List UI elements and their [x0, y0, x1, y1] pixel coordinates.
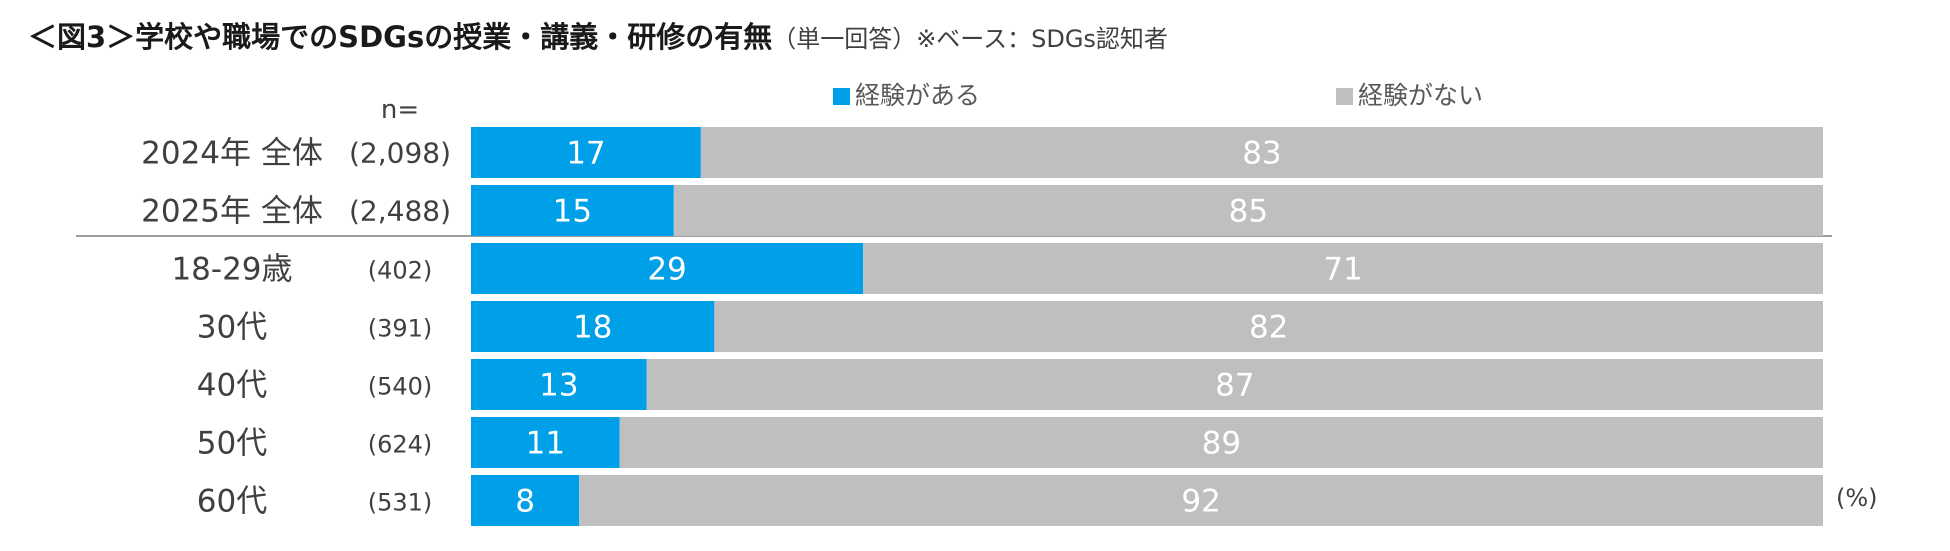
bar-experienced — [471, 127, 701, 178]
category-label: 2025年 全体 — [141, 194, 323, 230]
bar-experienced — [471, 301, 715, 352]
chart-row: 2024年 全体 (2,098) 17 83 — [141, 127, 1823, 178]
legend-swatch-2 — [1336, 88, 1353, 105]
n-count-label: (531) — [368, 489, 433, 517]
data-label: 82 — [1249, 310, 1288, 346]
unit-label: (%) — [1836, 484, 1878, 512]
category-label: 2024年 全体 — [141, 136, 323, 172]
bar-not-experienced — [619, 417, 1823, 468]
category-label: 50代 — [197, 426, 267, 462]
chart-title-note: （単一回答）※ベース：SDGs認知者 — [772, 25, 1168, 53]
data-label: 29 — [647, 252, 686, 288]
bar-experienced — [471, 417, 620, 468]
bar-not-experienced — [700, 127, 1823, 178]
chart-row: 2025年 全体 (2,488) 15 85 — [141, 185, 1823, 236]
category-label: 60代 — [197, 484, 267, 520]
bar-experienced — [471, 243, 864, 294]
chart-title-main: ＜図3＞学校や職場でのSDGsの授業・講義・研修の有無 — [28, 20, 773, 54]
data-label: 13 — [539, 368, 578, 404]
data-label: 17 — [566, 136, 605, 172]
n-count-label: (2,488) — [349, 195, 451, 228]
bar-not-experienced — [579, 475, 1824, 526]
chart-row: 40代 (540) 13 87 — [197, 359, 1823, 410]
legend-label-1: 経験がある — [855, 81, 980, 110]
bar-experienced — [471, 359, 647, 410]
legend-swatch-1 — [833, 88, 850, 105]
chart-row: 60代 (531) 8 92 — [197, 475, 1824, 526]
bar-not-experienced — [863, 243, 1823, 294]
bar-not-experienced — [673, 185, 1823, 236]
n-count-label: (624) — [368, 431, 433, 459]
category-label: 40代 — [197, 368, 267, 404]
bar-not-experienced — [714, 301, 1823, 352]
category-label: 30代 — [197, 310, 267, 346]
data-label: 18 — [573, 310, 612, 346]
data-label: 89 — [1202, 426, 1241, 462]
chart-title: ＜図3＞学校や職場でのSDGsの授業・講義・研修の有無（単一回答）※ベース：SD… — [28, 14, 1168, 56]
bar-experienced — [471, 185, 674, 236]
data-label: 83 — [1242, 136, 1281, 172]
data-label: 15 — [553, 194, 592, 230]
data-label: 87 — [1215, 368, 1254, 404]
chart-rows: 2024年 全体 (2,098) 17 83 2025年 全体 (2,488) 15 85 18… — [141, 127, 1824, 526]
legend: 経験がある 経験がない — [833, 81, 1483, 110]
chart-row: 18-29歳 (402) 29 71 — [171, 243, 1823, 294]
n-header: n= — [381, 95, 419, 125]
bar-experienced — [471, 475, 580, 526]
legend-label-2: 経験がない — [1358, 81, 1483, 110]
data-label: 85 — [1229, 194, 1268, 230]
n-count-label: (540) — [368, 373, 433, 401]
n-count-label: (2,098) — [349, 137, 451, 170]
category-label: 18-29歳 — [171, 252, 292, 288]
bar-not-experienced — [646, 359, 1823, 410]
n-count-label: (391) — [368, 315, 433, 343]
chart-row: 30代 (391) 18 82 — [197, 301, 1823, 352]
data-label: 92 — [1181, 484, 1220, 520]
data-label: 8 — [515, 484, 535, 520]
data-label: 11 — [526, 426, 565, 462]
data-label: 71 — [1323, 252, 1362, 288]
chart-row: 50代 (624) 11 89 — [197, 417, 1823, 468]
n-count-label: (402) — [368, 257, 433, 285]
